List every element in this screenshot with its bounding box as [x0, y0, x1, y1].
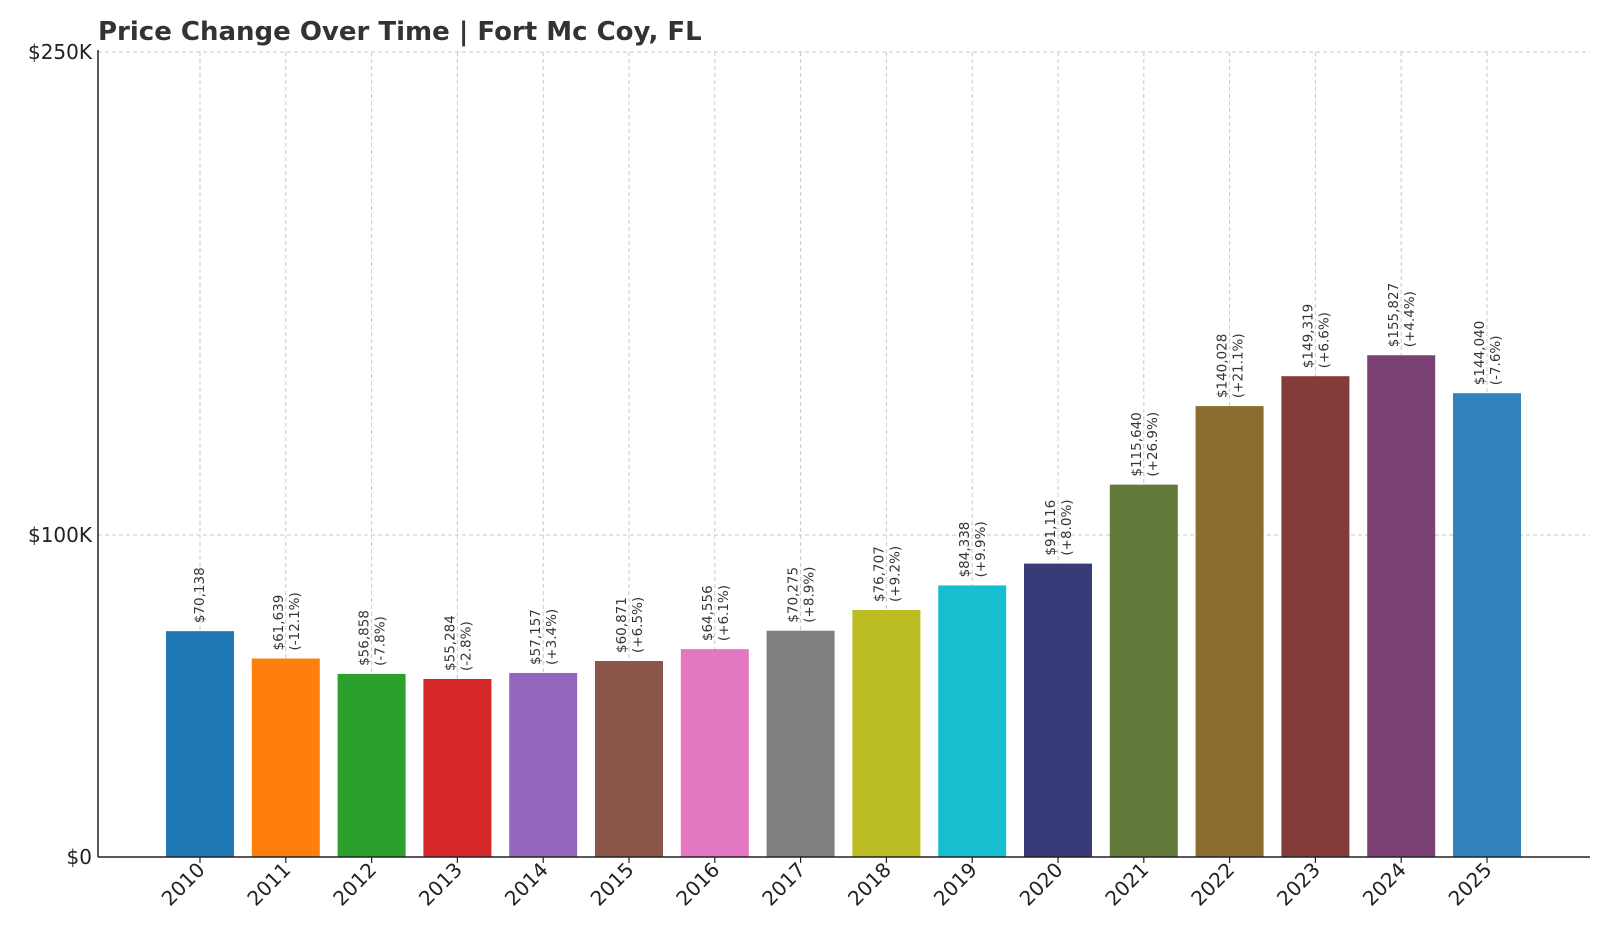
x-tick-label: 2015 [586, 858, 639, 911]
change-label: (-12.1%) [287, 592, 303, 650]
x-tick-label: 2018 [843, 858, 896, 911]
value-label: $55,284 [442, 615, 458, 671]
x-tick-label: 2016 [671, 858, 724, 911]
value-label: $56,858 [357, 610, 373, 666]
x-axis-ticks: 2010 2011 2012 2013 2014 2015 2016 2017 2018 2019… [157, 857, 1497, 911]
change-label: (+26.9%) [1145, 412, 1161, 477]
bar-2013 [423, 678, 492, 857]
change-label: (+21.1%) [1231, 333, 1247, 398]
change-label: (+8.9%) [802, 567, 818, 623]
change-label: (+9.9%) [973, 521, 989, 577]
bar-2021 [1109, 484, 1178, 857]
x-tick-label: 2017 [757, 858, 810, 911]
value-label: $70,275 [786, 567, 802, 623]
bar-2011 [251, 658, 320, 857]
chart-title: Price Change Over Time | Fort Mc Coy, FL [98, 17, 702, 47]
change-label: (-2.8%) [458, 621, 474, 671]
bar-2022 [1195, 406, 1264, 857]
data-label-2023: $149,319 (+6.6%) [1300, 304, 1332, 368]
data-label-2012: $56,858 (-7.8%) [357, 610, 389, 666]
data-label-2014: $57,157 (+3.4%) [528, 609, 560, 665]
x-tick-label: 2023 [1272, 858, 1325, 911]
data-label-2010: $70,138 [192, 567, 208, 623]
x-tick-label: 2014 [500, 858, 553, 911]
value-label: $91,116 [1043, 500, 1059, 556]
x-tick-label: 2012 [328, 858, 381, 911]
bar-2014 [509, 672, 578, 857]
value-label: $149,319 [1300, 304, 1316, 368]
x-tick-label: 2010 [157, 858, 210, 911]
value-label: $70,138 [192, 567, 208, 623]
bar-2016 [680, 649, 749, 857]
x-tick-label: 2022 [1186, 858, 1239, 911]
data-label-2018: $76,707 (+9.2%) [871, 546, 903, 602]
value-label: $140,028 [1215, 334, 1231, 398]
data-label-2017: $70,275 (+8.9%) [786, 567, 818, 623]
data-label-2025: $144,040 (-7.6%) [1472, 321, 1504, 385]
x-tick-label: 2021 [1100, 858, 1153, 911]
value-label: $60,871 [614, 597, 630, 653]
bar-2018 [852, 610, 921, 857]
change-label: (+6.5%) [630, 597, 646, 653]
y-tick-label: $100K [28, 523, 93, 547]
data-label-2021: $115,640 (+26.9%) [1129, 412, 1161, 477]
change-label: (-7.8%) [373, 616, 389, 666]
value-label: $57,157 [528, 609, 544, 665]
data-label-2016: $64,556 (+6.1%) [700, 585, 732, 641]
x-tick-label: 2011 [242, 858, 295, 911]
change-label: (+6.6%) [1316, 312, 1332, 368]
bar-2010 [166, 631, 234, 857]
data-label-2022: $140,028 (+21.1%) [1215, 333, 1247, 398]
data-label-2019: $84,338 (+9.9%) [957, 521, 989, 577]
value-label: $144,040 [1472, 321, 1488, 385]
x-tick-label: 2020 [1015, 858, 1068, 911]
bar-2025 [1453, 393, 1521, 857]
x-tick-label: 2025 [1444, 858, 1497, 911]
value-label: $155,827 [1386, 283, 1402, 347]
value-label: $84,338 [957, 522, 973, 578]
data-label-2011: $61,639 (-12.1%) [271, 592, 303, 650]
value-label: $76,707 [871, 546, 887, 602]
change-label: (+6.1%) [716, 585, 732, 641]
bars [166, 355, 1521, 857]
value-label: $115,640 [1129, 412, 1145, 476]
change-label: (+3.4%) [544, 609, 560, 665]
bar-2023 [1281, 376, 1350, 857]
x-tick-label: 2019 [929, 858, 982, 911]
data-label-2024: $155,827 (+4.4%) [1386, 283, 1418, 347]
bar-2020 [1024, 563, 1092, 857]
bar-2012 [337, 673, 406, 857]
data-label-2020: $91,116 (+8.0%) [1043, 499, 1075, 555]
grid [98, 51, 1590, 857]
change-label: (+4.4%) [1402, 291, 1418, 347]
y-axis-ticks: $0 $100K $250K [28, 40, 93, 869]
bar-2015 [595, 660, 663, 857]
value-label: $64,556 [700, 585, 716, 641]
bar-2019 [938, 585, 1007, 857]
x-tick-label: 2024 [1358, 858, 1411, 911]
x-tick-label: 2013 [414, 858, 467, 911]
change-label: (+9.2%) [887, 546, 903, 602]
data-labels: $70,138 $61,639 (-12.1%) $56,858 (-7.8%) $55,… [192, 283, 1504, 671]
value-label: $61,639 [271, 595, 287, 651]
change-label: (-7.6%) [1488, 335, 1504, 385]
data-label-2015: $60,871 (+6.5%) [614, 597, 646, 653]
bar-2017 [766, 630, 835, 857]
change-label: (+8.0%) [1059, 499, 1075, 555]
bar-2024 [1367, 355, 1436, 857]
y-tick-label: $0 [67, 845, 92, 869]
data-label-2013: $55,284 (-2.8%) [442, 615, 474, 671]
y-tick-label: $250K [28, 40, 93, 64]
